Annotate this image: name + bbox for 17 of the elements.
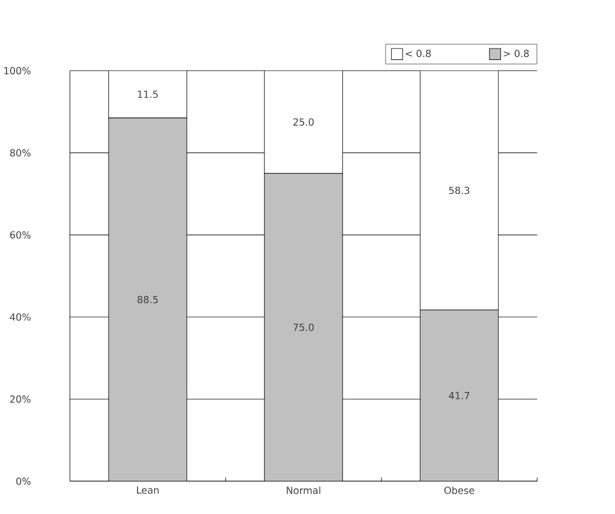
legend-label: < 0.8: [406, 50, 431, 58]
x-tick-label: Lean: [137, 486, 159, 494]
data-label: 75.0: [293, 324, 314, 332]
y-tick-label: 40%: [10, 313, 31, 321]
data-label: 41.7: [448, 392, 470, 400]
data-label: 11.5: [138, 90, 158, 98]
data-label: 25.0: [293, 118, 314, 126]
x-tick-label: Obese: [444, 486, 474, 494]
y-tick-label: 100%: [4, 67, 31, 75]
legend-label: > 0.8: [504, 50, 529, 58]
y-tick-label: 80%: [10, 149, 31, 157]
data-label: 58.3: [449, 186, 470, 194]
y-tick-label: 60%: [10, 231, 31, 239]
y-tick-label: 0%: [16, 478, 31, 485]
data-label: 88.5: [138, 296, 158, 304]
x-tick-label: Normal: [286, 486, 320, 494]
y-tick-label: 20%: [10, 396, 31, 403]
